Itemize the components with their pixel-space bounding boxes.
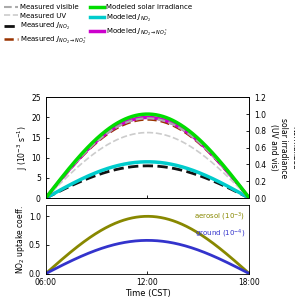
X-axis label: Time (CST): Time (CST) [124,289,171,298]
Y-axis label: NO$_2$ uptake coeff.: NO$_2$ uptake coeff. [14,205,27,274]
Y-axis label: J (10$^{-3}$ s$^{-1}$): J (10$^{-3}$ s$^{-1}$) [15,125,30,170]
Legend: Measured visible, Measured UV, Measured $J_{NO_2}$, Measured $J_{NO_2\rightarrow: Measured visible, Measured UV, Measured … [4,3,193,47]
Text: ground (10$^{-4}$): ground (10$^{-4}$) [195,227,245,240]
Text: aerosol (10$^{-3}$): aerosol (10$^{-3}$) [194,210,245,223]
Y-axis label: Normalized
solar irradiance
(UV and vis): Normalized solar irradiance (UV and vis) [269,118,295,178]
